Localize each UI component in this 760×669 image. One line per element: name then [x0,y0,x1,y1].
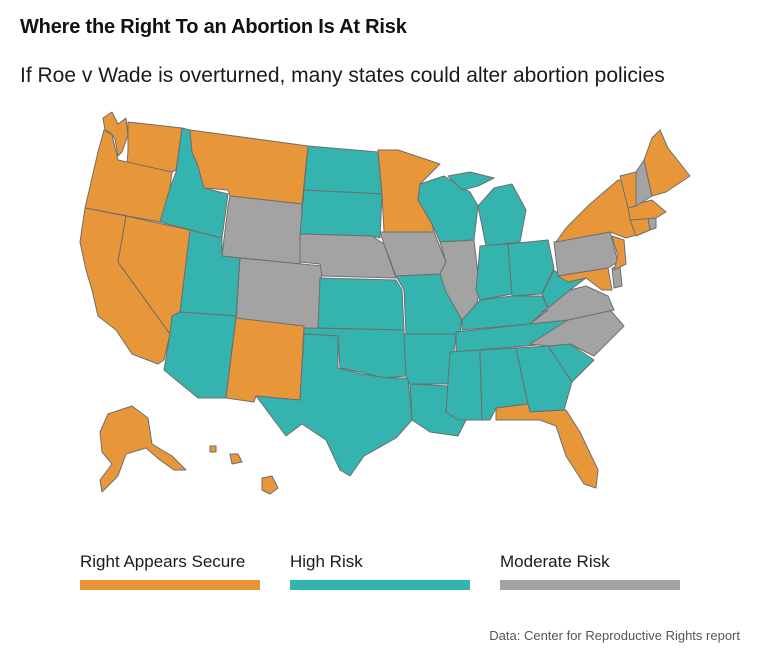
map-legend: Right Appears Secure High Risk Moderate … [80,552,680,590]
state-nj [611,235,627,271]
state-ms [445,349,483,421]
legend-item-moderate-risk: Moderate Risk [500,552,680,590]
legend-label-high-risk: High Risk [290,552,363,571]
source-note: Data: Center for Reproductive Rights rep… [489,628,740,643]
state-va [529,285,615,325]
state-in [475,243,513,301]
state-de [611,265,623,289]
state-me [643,129,691,197]
state-md [557,267,613,291]
legend-label-secure: Right Appears Secure [80,552,246,571]
map-subtitle: If Roe v Wade is overturned, many states… [20,64,665,87]
state-az [163,311,237,399]
legend-label-moderate-risk: Moderate Risk [500,552,610,571]
legend-swatch-moderate-risk [500,580,680,590]
legend-swatch-high-risk [290,580,470,590]
state-ar [403,333,457,385]
state-hi [209,445,279,495]
state-wy [221,195,303,265]
state-ak [99,405,187,493]
legend-swatch-secure [80,580,260,590]
state-ne [299,233,397,279]
legend-item-high-risk: High Risk [290,552,470,590]
state-tx [255,333,413,477]
legend-item-secure: Right Appears Secure [80,552,260,590]
state-nd [303,145,383,195]
state-ks [317,277,405,331]
map-title: Where the Right To an Abortion Is At Ris… [20,16,407,38]
state-nm [225,317,305,403]
state-fl [495,403,599,489]
state-sd [299,189,383,239]
